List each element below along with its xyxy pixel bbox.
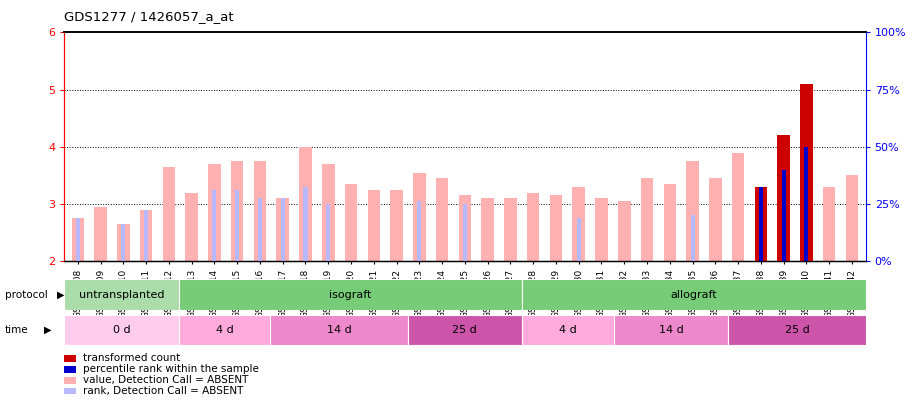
Bar <box>550 196 562 261</box>
Bar <box>303 187 308 261</box>
Bar <box>280 198 285 261</box>
Bar <box>709 178 722 261</box>
Bar <box>572 187 585 261</box>
Bar <box>213 190 216 261</box>
Text: transformed count: transformed count <box>83 354 180 363</box>
Bar <box>663 184 676 261</box>
Bar <box>390 190 403 261</box>
Bar <box>577 218 581 261</box>
Bar <box>778 135 790 261</box>
Bar <box>254 161 267 261</box>
Text: untransplanted: untransplanted <box>79 290 164 300</box>
Bar <box>344 184 357 261</box>
Text: rank, Detection Call = ABSENT: rank, Detection Call = ABSENT <box>83 386 244 396</box>
Bar <box>781 170 786 261</box>
Bar <box>277 198 289 261</box>
Bar <box>258 198 262 261</box>
Bar <box>728 315 866 345</box>
Text: value, Detection Call = ABSENT: value, Detection Call = ABSENT <box>83 375 249 385</box>
Bar <box>413 173 426 261</box>
Text: allograft: allograft <box>671 290 717 300</box>
Bar <box>504 198 517 261</box>
Bar <box>845 175 858 261</box>
Bar <box>527 193 540 261</box>
Bar <box>121 224 125 261</box>
Bar <box>801 84 812 261</box>
Bar <box>804 147 809 261</box>
Bar <box>231 161 244 261</box>
Bar <box>691 215 694 261</box>
Bar <box>140 210 152 261</box>
Bar <box>179 279 522 310</box>
Bar <box>823 187 835 261</box>
Text: ▶: ▶ <box>44 325 51 335</box>
Bar <box>418 201 421 261</box>
Bar <box>482 198 494 261</box>
Text: time: time <box>5 325 28 335</box>
Bar <box>179 315 270 345</box>
Text: 14 d: 14 d <box>659 325 683 335</box>
Text: ▶: ▶ <box>57 290 64 300</box>
Text: 25 d: 25 d <box>453 325 477 335</box>
Bar <box>367 190 380 261</box>
Bar <box>300 147 311 261</box>
Bar <box>163 167 175 261</box>
Bar <box>618 201 630 261</box>
Bar <box>595 198 607 261</box>
Bar <box>270 315 408 345</box>
Bar <box>686 161 699 261</box>
Bar <box>459 196 471 261</box>
Bar <box>326 204 331 261</box>
Bar <box>64 279 179 310</box>
Text: 25 d: 25 d <box>784 325 810 335</box>
Bar <box>408 315 522 345</box>
Text: protocol: protocol <box>5 290 48 300</box>
Bar <box>436 178 448 261</box>
Bar <box>322 164 334 261</box>
Bar <box>235 190 239 261</box>
Bar <box>522 315 614 345</box>
Bar <box>614 315 728 345</box>
Text: 4 d: 4 d <box>559 325 577 335</box>
Bar <box>71 218 84 261</box>
Text: 4 d: 4 d <box>215 325 234 335</box>
Bar <box>117 224 129 261</box>
Bar <box>732 153 745 261</box>
Text: 0 d: 0 d <box>113 325 130 335</box>
Bar <box>208 164 221 261</box>
Bar <box>522 279 866 310</box>
Bar <box>755 187 767 261</box>
Text: 14 d: 14 d <box>326 325 352 335</box>
Bar <box>185 193 198 261</box>
Bar <box>94 207 107 261</box>
Bar <box>76 218 80 261</box>
Bar <box>64 315 179 345</box>
Text: GDS1277 / 1426057_a_at: GDS1277 / 1426057_a_at <box>64 10 234 23</box>
Text: percentile rank within the sample: percentile rank within the sample <box>83 364 259 374</box>
Bar <box>758 187 763 261</box>
Bar <box>463 204 467 261</box>
Bar <box>144 210 148 261</box>
Text: isograft: isograft <box>329 290 372 300</box>
Bar <box>641 178 653 261</box>
